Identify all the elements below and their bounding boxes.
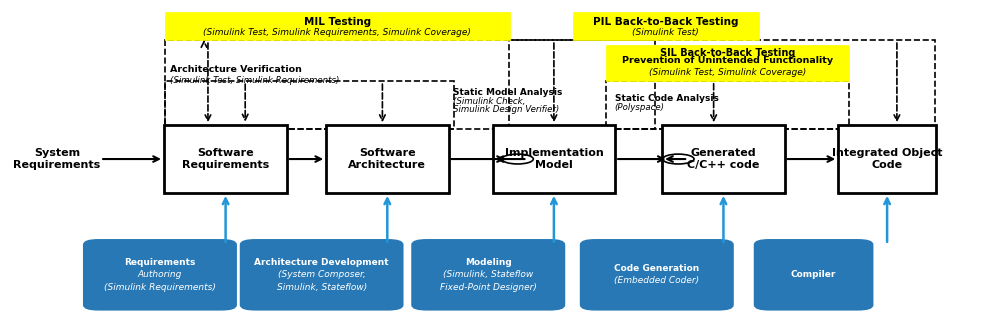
FancyBboxPatch shape — [84, 240, 236, 310]
Text: Static Model Analysis: Static Model Analysis — [453, 88, 562, 97]
Text: Static Code Analysis: Static Code Analysis — [615, 94, 719, 103]
Text: Architecture Development: Architecture Development — [254, 258, 389, 267]
Text: Requirements: Requirements — [124, 258, 196, 267]
Text: Fixed-Point Designer): Fixed-Point Designer) — [440, 283, 537, 292]
Text: Software
Architecture: Software Architecture — [348, 148, 426, 170]
Text: (Simulink Test, Simulink Coverage): (Simulink Test, Simulink Coverage) — [649, 67, 806, 77]
Text: System
Requirements: System Requirements — [13, 148, 101, 170]
Text: Software
Requirements: Software Requirements — [182, 148, 269, 170]
FancyBboxPatch shape — [164, 125, 287, 193]
Text: (Simulink Test, Simulink Requirements, Simulink Coverage): (Simulink Test, Simulink Requirements, S… — [203, 28, 471, 37]
Text: (Simulink Test): (Simulink Test) — [632, 28, 699, 37]
FancyBboxPatch shape — [662, 125, 785, 193]
Text: Compiler: Compiler — [791, 270, 836, 279]
Text: (Simulink Test, Simulink Requirements): (Simulink Test, Simulink Requirements) — [170, 76, 339, 85]
Text: SIL Back-to-Back Testing: SIL Back-to-Back Testing — [660, 48, 795, 58]
Text: PIL Back-to-Back Testing: PIL Back-to-Back Testing — [593, 17, 738, 26]
Text: Code Generation: Code Generation — [614, 264, 699, 273]
Text: MIL Testing: MIL Testing — [304, 17, 371, 26]
FancyBboxPatch shape — [606, 45, 849, 81]
Text: Prevention of Unintended Functionality: Prevention of Unintended Functionality — [622, 56, 833, 65]
FancyBboxPatch shape — [412, 240, 564, 310]
Text: (System Composer,: (System Composer, — [278, 270, 366, 279]
FancyBboxPatch shape — [573, 12, 759, 40]
Text: Architecture Verification: Architecture Verification — [170, 65, 302, 74]
Text: (Polyspace): (Polyspace) — [615, 103, 665, 112]
Text: Simulink Design Verifier): Simulink Design Verifier) — [453, 105, 559, 114]
FancyBboxPatch shape — [165, 12, 510, 40]
Text: Modeling: Modeling — [465, 258, 512, 267]
FancyBboxPatch shape — [838, 125, 936, 193]
Text: Implementation
Model: Implementation Model — [505, 148, 603, 170]
Text: Integrated Object
Code: Integrated Object Code — [832, 148, 942, 170]
FancyBboxPatch shape — [493, 125, 615, 193]
Text: (Simulink, Stateflow: (Simulink, Stateflow — [443, 270, 533, 279]
Text: Generated
C/C++ code: Generated C/C++ code — [687, 148, 760, 170]
Text: Authoring: Authoring — [138, 270, 182, 279]
Text: (Simulink Requirements): (Simulink Requirements) — [104, 283, 216, 292]
Text: (Simulink Check,: (Simulink Check, — [453, 97, 525, 106]
FancyBboxPatch shape — [326, 125, 449, 193]
Text: (Embedded Coder): (Embedded Coder) — [614, 277, 699, 285]
Text: Simulink, Stateflow): Simulink, Stateflow) — [277, 283, 367, 292]
FancyBboxPatch shape — [241, 240, 402, 310]
FancyBboxPatch shape — [581, 240, 733, 310]
FancyBboxPatch shape — [755, 240, 872, 310]
